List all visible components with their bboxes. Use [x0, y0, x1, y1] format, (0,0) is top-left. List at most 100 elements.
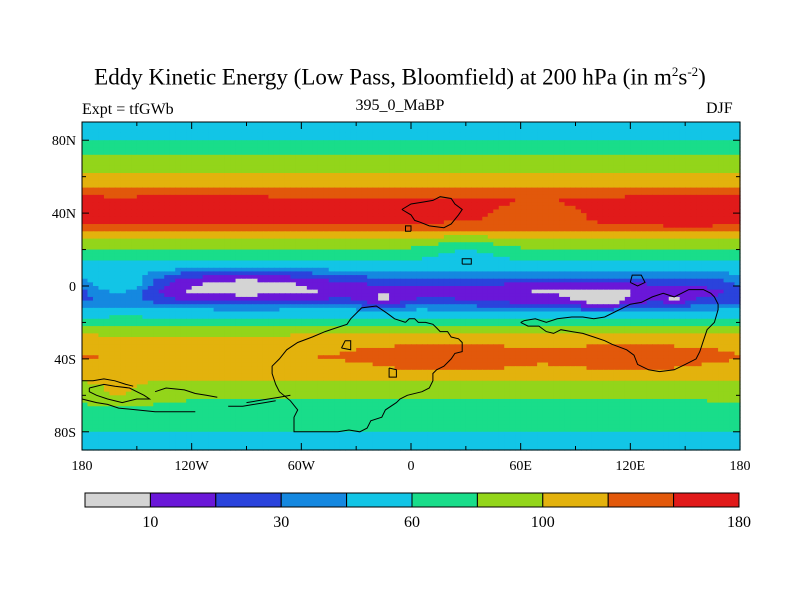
field-cell [498, 180, 505, 185]
field-cell [712, 162, 719, 167]
field-cell [624, 183, 631, 189]
field-cell [482, 165, 489, 170]
field-cell [290, 242, 297, 247]
field-cell [400, 187, 407, 192]
field-cell [701, 264, 708, 269]
field-cell [169, 147, 176, 152]
field-cell [378, 176, 385, 181]
field-cell [241, 140, 248, 145]
field-cell [279, 253, 286, 258]
field-cell [367, 191, 374, 196]
field-cell [685, 242, 692, 247]
field-cell [487, 191, 494, 196]
field-cell [564, 213, 571, 218]
field-cell [432, 213, 440, 218]
field-cell [230, 140, 237, 145]
field-cell [147, 245, 154, 251]
field-cell [301, 260, 308, 265]
field-cell [613, 213, 620, 218]
field-cell [131, 194, 138, 200]
field-cell [164, 158, 171, 163]
field-cell [284, 143, 291, 149]
field-cell [180, 136, 187, 141]
field-cell [729, 242, 736, 247]
field-cell [471, 180, 478, 185]
field-cell [400, 173, 407, 178]
field-cell [345, 234, 352, 240]
field-cell [372, 129, 379, 134]
field-cell [224, 151, 231, 156]
field-cell [169, 143, 176, 149]
field-cell [175, 176, 182, 181]
field-cell [125, 238, 132, 243]
field-cell [208, 162, 215, 167]
field-cell [624, 176, 631, 181]
field-cell [125, 260, 132, 265]
field-cell [251, 231, 259, 236]
field-cell [147, 198, 154, 203]
field-cell [383, 216, 390, 221]
field-cell [153, 132, 160, 138]
field-cell [125, 147, 132, 152]
field-cell [273, 224, 280, 229]
field-cell [515, 220, 522, 225]
field-cell [334, 165, 341, 170]
field-cell [356, 260, 363, 265]
field-cell [301, 267, 308, 273]
field-cell [663, 129, 670, 134]
field-cell [131, 238, 138, 243]
field-cell [520, 151, 527, 156]
field-cell [690, 253, 697, 258]
field-cell [718, 122, 725, 127]
field-cell [657, 176, 664, 181]
field-cell [284, 271, 291, 276]
field-cell [224, 180, 231, 185]
field-cell [164, 220, 171, 225]
field-cell [175, 158, 182, 163]
field-cell [509, 205, 516, 211]
field-cell [339, 136, 346, 141]
field-cell [734, 202, 741, 207]
field-cell [334, 202, 341, 207]
field-cell [432, 238, 440, 243]
field-cell [180, 264, 187, 269]
field-cell [526, 162, 533, 167]
field-cell [262, 220, 270, 225]
field-cell [685, 260, 692, 265]
field-cell [345, 216, 352, 221]
field-cell [723, 256, 730, 262]
field-cell [515, 234, 522, 240]
field-cell [235, 209, 242, 214]
field-cell [619, 209, 626, 214]
field-cell [575, 253, 582, 258]
field-cell [482, 260, 489, 265]
field-cell [416, 256, 423, 262]
field-cell [246, 187, 253, 192]
field-cell [597, 125, 604, 130]
field-cell [476, 165, 483, 170]
field-cell [87, 245, 94, 251]
field-cell [564, 264, 571, 269]
field-cell [334, 191, 341, 196]
field-cell [273, 180, 280, 185]
field-cell [570, 220, 577, 225]
field-cell [542, 154, 549, 160]
field-cell [476, 227, 483, 232]
field-cell [120, 125, 127, 130]
field-cell [624, 194, 631, 200]
field-cell [175, 267, 182, 273]
field-cell [197, 245, 204, 251]
field-cell [356, 231, 363, 236]
field-cell [668, 209, 675, 214]
field-cell [158, 140, 165, 145]
field-cell [542, 231, 549, 236]
field-cell [597, 267, 604, 273]
field-cell [334, 260, 341, 265]
field-cell [224, 213, 231, 218]
field-cell [164, 202, 171, 207]
field-cell [268, 198, 275, 203]
field-cell [476, 205, 483, 211]
field-cell [219, 162, 226, 167]
field-cell [411, 132, 418, 138]
field-cell [548, 125, 555, 130]
